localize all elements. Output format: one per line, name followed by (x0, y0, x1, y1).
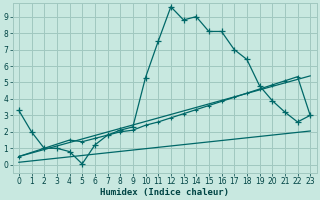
X-axis label: Humidex (Indice chaleur): Humidex (Indice chaleur) (100, 188, 229, 197)
